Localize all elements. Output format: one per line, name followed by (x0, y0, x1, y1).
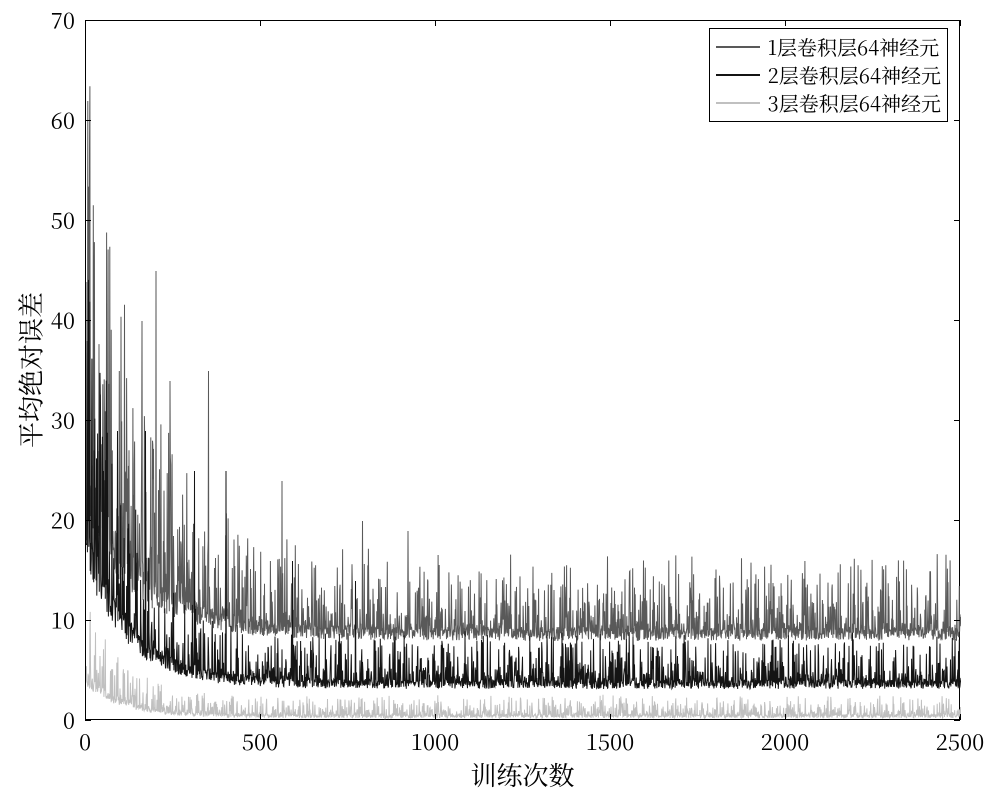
legend-label: 3层卷积层64神经元 (768, 89, 941, 117)
x-tick-label: 0 (79, 726, 91, 757)
x-tick-label: 2000 (761, 726, 809, 757)
y-tick-label: 50 (51, 205, 75, 236)
x-tick-mark (260, 714, 261, 720)
x-tick-label: 500 (242, 726, 278, 757)
legend-swatch (716, 102, 760, 104)
x-tick-mark (435, 20, 436, 26)
y-tick-label: 70 (51, 5, 75, 36)
x-tick-mark (85, 714, 86, 720)
legend-label: 2层卷积层64神经元 (768, 61, 941, 89)
x-tick-label: 2500 (936, 726, 984, 757)
plot-area (85, 20, 960, 720)
y-tick-mark (85, 220, 91, 221)
series-line (86, 86, 961, 641)
x-tick-mark (610, 20, 611, 26)
x-tick-mark (610, 714, 611, 720)
y-tick-mark (85, 620, 91, 621)
legend-item: 2层卷积层64神经元 (716, 61, 941, 89)
y-tick-mark (85, 520, 91, 521)
y-tick-mark (85, 20, 91, 21)
y-tick-mark (85, 320, 91, 321)
legend-box: 1层卷积层64神经元2层卷积层64神经元3层卷积层64神经元 (709, 28, 948, 122)
x-tick-mark (785, 20, 786, 26)
y-tick-label: 30 (51, 405, 75, 436)
y-tick-label: 10 (51, 605, 75, 636)
x-tick-mark (960, 20, 961, 26)
y-tick-mark (954, 520, 960, 521)
legend-item: 3层卷积层64神经元 (716, 89, 941, 117)
x-tick-mark (960, 714, 961, 720)
y-tick-label: 60 (51, 105, 75, 136)
x-tick-mark (260, 20, 261, 26)
x-axis-label: 训练次数 (470, 756, 574, 793)
y-tick-mark (954, 320, 960, 321)
legend-swatch (716, 46, 760, 48)
y-tick-label: 0 (63, 705, 75, 736)
y-tick-mark (85, 720, 91, 721)
legend-swatch (716, 74, 760, 76)
legend-label: 1层卷积层64神经元 (768, 33, 940, 61)
plot-svg (86, 21, 961, 721)
x-tick-mark (785, 714, 786, 720)
y-tick-mark (954, 420, 960, 421)
x-tick-label: 1000 (411, 726, 459, 757)
x-tick-mark (435, 714, 436, 720)
y-tick-label: 20 (51, 505, 75, 536)
x-tick-mark (85, 20, 86, 26)
y-tick-mark (85, 420, 91, 421)
y-tick-label: 40 (51, 305, 75, 336)
y-axis-label: 平均绝对误差 (12, 292, 49, 448)
legend-item: 1层卷积层64神经元 (716, 33, 941, 61)
x-tick-label: 1500 (586, 726, 634, 757)
y-tick-mark (954, 220, 960, 221)
chart-container: 平均绝对误差 训练次数 1层卷积层64神经元2层卷积层64神经元3层卷积层64神… (0, 0, 1000, 802)
y-tick-mark (85, 120, 91, 121)
y-tick-mark (954, 120, 960, 121)
y-tick-mark (954, 620, 960, 621)
